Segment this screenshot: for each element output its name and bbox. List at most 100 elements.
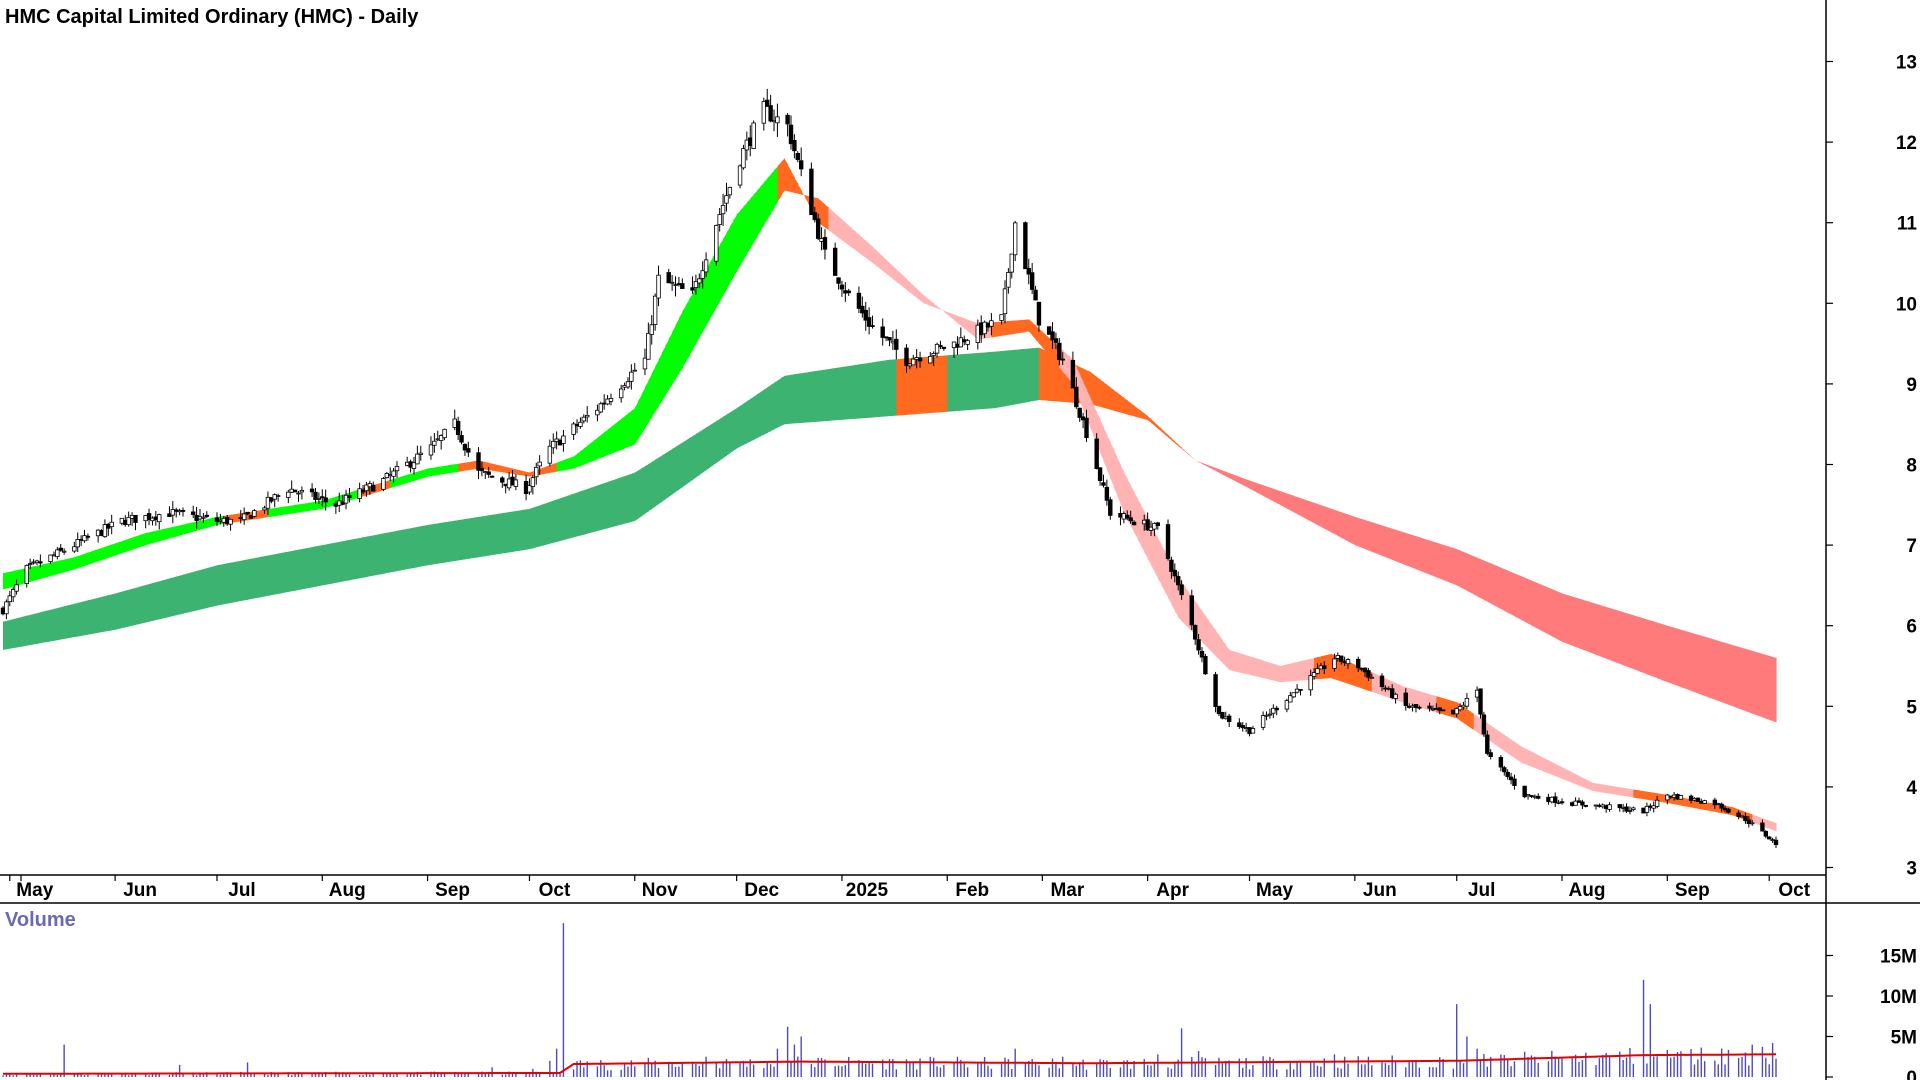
candle-body-342 — [1624, 806, 1629, 812]
long-term-band-segment-305 — [1038, 347, 1043, 401]
short-term-band-segment-445 — [1514, 741, 1519, 761]
short-term-band-segment-34 — [118, 541, 123, 555]
candle-body-65 — [309, 488, 315, 493]
candle-body-276 — [1311, 672, 1317, 677]
long-term-band-segment-110 — [376, 534, 381, 575]
long-term-band-segment-153 — [522, 509, 527, 551]
volume-tick-label-1: 5M — [1891, 1028, 1917, 1049]
long-term-band-segment-161 — [549, 500, 554, 544]
short-term-band-segment-374 — [1273, 663, 1278, 682]
long-term-band-segment-165 — [563, 495, 568, 541]
long-term-band-segment-467 — [1589, 601, 1594, 654]
long-term-band-segment-425 — [1446, 545, 1451, 583]
long-term-band-segment-499 — [1697, 634, 1702, 695]
short-term-band-segment-357 — [1215, 630, 1220, 660]
long-term-band-segment-246 — [838, 367, 843, 421]
long-term-band-segment-409 — [1392, 528, 1397, 562]
candle-body-19 — [85, 535, 91, 538]
short-term-band-segment-269 — [916, 288, 921, 301]
x-tick-label-6: Nov — [642, 880, 678, 901]
candle-body-239 — [1131, 521, 1137, 526]
long-term-band-segment-352 — [1198, 461, 1203, 464]
long-term-band-segment-301 — [1025, 348, 1030, 403]
candle-body-288 — [1366, 670, 1371, 678]
long-term-band-segment-271 — [923, 356, 928, 414]
short-term-band-segment-282 — [960, 317, 965, 329]
long-term-band-segment-93 — [318, 545, 323, 587]
short-term-band-segment-454 — [1545, 758, 1550, 774]
short-term-band-segment-214 — [729, 220, 734, 284]
short-term-band-segment-36 — [125, 538, 130, 553]
y-axis-ticks: 3 4 5 6 7 8 9 10 11 12 13 — [1826, 53, 1917, 880]
long-term-band-segment-374 — [1273, 488, 1278, 504]
long-term-band-segment-73 — [250, 558, 255, 600]
long-term-band-segment-30 — [104, 595, 109, 632]
candle-body-198 — [938, 345, 943, 347]
long-term-band-segment-465 — [1582, 599, 1587, 651]
long-term-band-segment-249 — [848, 365, 853, 420]
y-tick-label-11: 11 — [1897, 214, 1918, 235]
short-term-band-segment-260 — [886, 259, 891, 277]
long-term-band-segment-497 — [1691, 632, 1696, 693]
short-term-band-segment-355 — [1208, 620, 1213, 653]
candle-body-185 — [880, 326, 885, 338]
candle-body-104 — [489, 475, 495, 478]
short-term-band-segment-295 — [1004, 321, 1009, 336]
candle-body-91 — [432, 440, 437, 446]
candle-body-149 — [703, 259, 709, 273]
short-term-band-segment-466 — [1585, 779, 1590, 790]
short-term-band-segment-84 — [288, 505, 293, 515]
candle-body-169 — [798, 160, 804, 170]
long-term-band-segment-477 — [1623, 612, 1628, 667]
short-term-band-segment-170 — [580, 448, 585, 466]
candle-body-69 — [323, 497, 328, 503]
long-term-band-segment-127 — [434, 523, 439, 565]
short-term-band-segment-162 — [553, 462, 558, 473]
short-term-band-segment-230 — [784, 158, 789, 192]
candle-body-255 — [1213, 674, 1218, 708]
long-term-band-segment-438 — [1490, 563, 1495, 606]
long-term-band-segment-241 — [821, 369, 826, 422]
long-term-band-segment-97 — [332, 542, 337, 584]
long-term-band-segment-118 — [403, 528, 408, 570]
candle-body-180 — [856, 292, 862, 309]
long-term-band-segment-335 — [1140, 410, 1145, 420]
short-term-band-segment-275 — [937, 306, 942, 310]
candle-body-280 — [1332, 658, 1337, 669]
long-term-band-segment-41 — [142, 584, 147, 624]
short-term-band-segment-10 — [36, 564, 41, 580]
long-term-band-segment-405 — [1378, 524, 1383, 556]
long-term-band-segment-196 — [668, 448, 673, 497]
short-term-band-segment-464 — [1579, 775, 1583, 787]
long-term-band-segment-368 — [1252, 481, 1257, 493]
long-term-band-segment-371 — [1263, 485, 1268, 498]
long-term-band-segment-488 — [1660, 623, 1665, 681]
short-term-band-segment-415 — [1412, 689, 1417, 707]
short-term-band-segment-365 — [1242, 654, 1247, 675]
candle-body-138 — [652, 295, 658, 325]
short-term-band-segment-78 — [267, 508, 272, 518]
long-term-band-segment-128 — [437, 522, 442, 564]
long-term-band-segment-58 — [200, 569, 204, 610]
long-term-band-segment-300 — [1021, 348, 1026, 404]
x-tick-label-13: Jun — [1363, 880, 1397, 901]
long-term-band-segment-445 — [1514, 573, 1519, 619]
candle-body-126 — [598, 403, 603, 413]
long-term-band-segment-282 — [960, 354, 965, 411]
candle-body-272 — [1291, 692, 1296, 698]
short-term-band-segment-134 — [458, 463, 463, 472]
short-term-band-segment-183 — [624, 413, 629, 449]
long-term-band-segment-287 — [977, 352, 982, 410]
candle-body-124 — [585, 414, 590, 418]
short-term-band-segment-443 — [1507, 737, 1512, 756]
long-term-band-segment-201 — [685, 438, 690, 485]
candle-body-4 — [14, 584, 19, 592]
candle-body-96 — [455, 420, 461, 436]
candle-body-119 — [561, 435, 566, 444]
candle-body-317 — [1505, 771, 1510, 777]
long-term-band-segment-327 — [1113, 390, 1118, 412]
long-term-band-segment-298 — [1015, 349, 1020, 405]
long-term-band-segment-358 — [1218, 469, 1223, 475]
long-term-band-segment-480 — [1633, 615, 1638, 671]
long-term-band-segment-175 — [597, 484, 602, 531]
